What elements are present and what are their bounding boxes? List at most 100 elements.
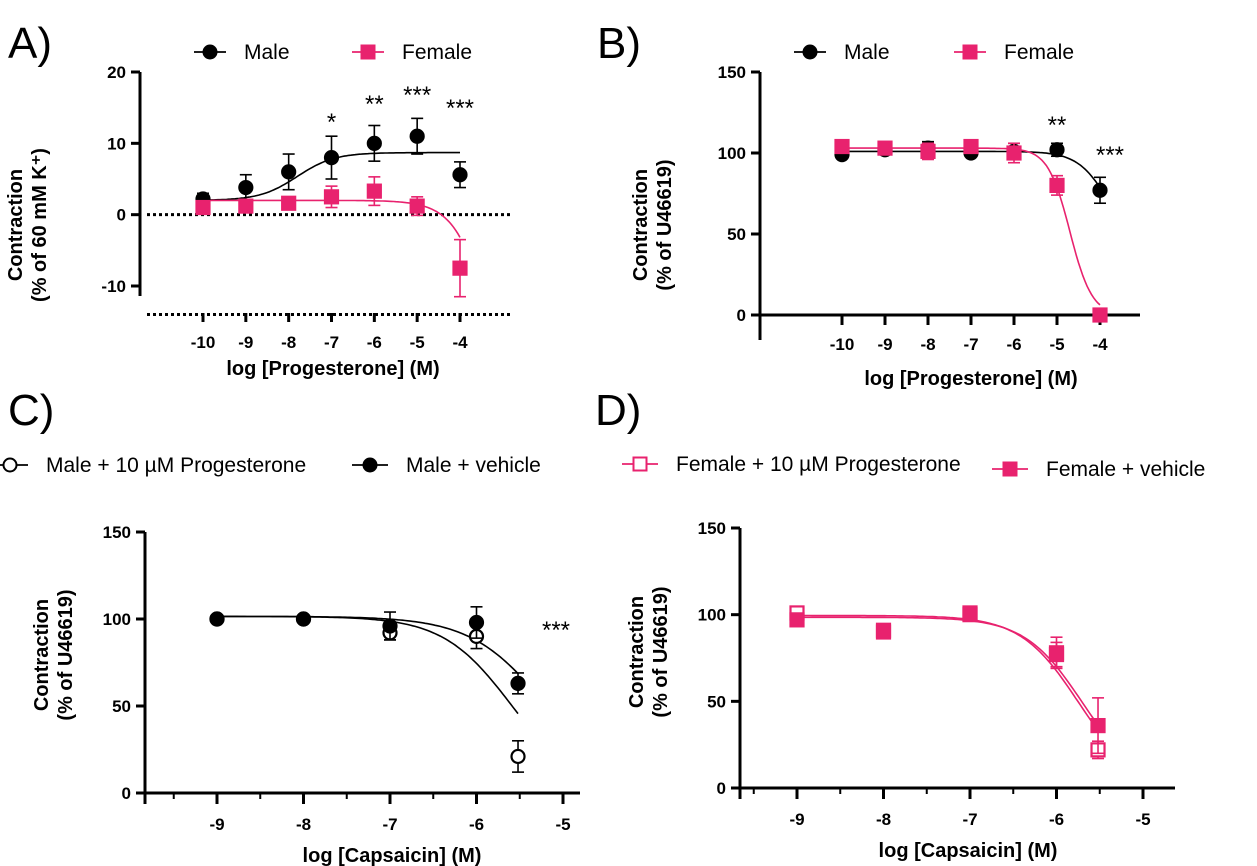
- data-point: [1049, 177, 1065, 193]
- significance-label: ***: [542, 617, 570, 644]
- panel-letter: C): [8, 386, 54, 435]
- legend-label: Female + vehicle: [1046, 458, 1205, 481]
- y-tick-label: 0: [737, 306, 746, 325]
- y-tick-label: 100: [698, 606, 726, 625]
- x-axis: -9 -8 -7 -6 -5: [738, 786, 1175, 829]
- y-tick-label: 10: [107, 134, 126, 153]
- y-tick-label: 100: [718, 144, 746, 163]
- x-tick-label: -4: [1092, 335, 1108, 354]
- x-tick-label: -4: [452, 333, 468, 352]
- legend-item: Female + 10 µM Progesterone: [622, 453, 961, 476]
- panel-b: B) 0 50 100 150 -10 -9 -8 -7 -6 -5 -4 log [Progester…: [597, 19, 1140, 390]
- legend-label: Female: [1004, 41, 1074, 64]
- data-point: [281, 195, 297, 211]
- x-axis: -10 -9 -8 -7 -6 -5 -4: [147, 213, 510, 352]
- x-tick-label: -9: [209, 815, 224, 834]
- data-point: [323, 150, 340, 166]
- data-point: [382, 618, 398, 634]
- x-tick-label: -8: [281, 333, 296, 352]
- x-tick-label: -6: [1049, 810, 1064, 829]
- y-tick-label: 50: [112, 697, 131, 716]
- x-tick-label: -10: [830, 335, 855, 354]
- legend-item: Male + 10 µM Progesterone: [0, 454, 306, 477]
- series-1: [209, 606, 526, 695]
- legend-label: Female: [402, 41, 472, 64]
- data-point: [452, 167, 468, 183]
- x-tick-label: -5: [1135, 810, 1150, 829]
- panel-c: C) 0 50 100 150 -9 -8 -7 -6 -5 log [Capsaicin] (M)…: [0, 386, 580, 866]
- data-point: [1092, 182, 1108, 198]
- legend-item: Male + vehicle: [352, 454, 541, 477]
- data-point: [366, 135, 382, 151]
- y-tick-label: 0: [717, 779, 726, 798]
- y-axis-title-line1: Contraction: [5, 169, 27, 281]
- y-axis: -10 0 10 20: [101, 63, 142, 296]
- panel-letter: B): [597, 19, 641, 68]
- y-axis: 0 50 100 150: [103, 523, 147, 803]
- legend-marker: [2, 457, 18, 473]
- x-tick-label: -8: [876, 810, 891, 829]
- y-axis-title-line2: (% of U46619): [55, 589, 77, 720]
- series-1: [789, 607, 1106, 755]
- y-tick-label: 150: [103, 523, 131, 542]
- panel-letter: D): [595, 386, 641, 435]
- data-point: [366, 183, 382, 199]
- data-point: [834, 138, 850, 155]
- y-tick-label: 20: [107, 63, 126, 82]
- y-tick-label: 0: [122, 784, 131, 803]
- x-tick-label: -7: [324, 333, 339, 352]
- y-axis-title-line1: Contraction: [630, 169, 652, 281]
- legend-label: Male: [844, 41, 890, 64]
- legend-label: Male + 10 µM Progesterone: [46, 454, 306, 477]
- series-0: [195, 117, 468, 207]
- y-axis-title-line1: Contraction: [31, 599, 53, 711]
- data-point: [1049, 142, 1065, 158]
- data-point: [281, 164, 297, 180]
- series-1: [834, 138, 1108, 323]
- x-axis-title: log [Progesterone] (M): [864, 368, 1077, 390]
- legend-item: Female: [954, 41, 1074, 64]
- y-tick-label: 150: [718, 63, 746, 82]
- legend-marker: [1002, 461, 1018, 477]
- data-point: [1048, 645, 1065, 661]
- data-point: [409, 128, 425, 144]
- panel-letter: A): [8, 19, 52, 68]
- x-tick-label: -8: [296, 815, 311, 834]
- y-axis-title: Contraction (% of 60 mM K⁺): [5, 148, 51, 302]
- data-point: [409, 198, 425, 214]
- x-tick-label: -5: [410, 333, 425, 352]
- data-point: [323, 189, 340, 205]
- legend-marker: [202, 44, 218, 60]
- x-tick-label: -7: [382, 815, 397, 834]
- data-point: [789, 612, 805, 628]
- x-tick-label: -7: [962, 810, 977, 829]
- legend-label: Female + 10 µM Progesterone: [676, 453, 961, 476]
- data-point: [295, 611, 312, 627]
- data-point: [1092, 307, 1108, 323]
- y-tick-label: 50: [707, 692, 726, 711]
- data-point: [962, 607, 978, 623]
- x-axis-title: log [Progesterone] (M): [226, 358, 439, 380]
- x-tick-label: -5: [1049, 335, 1064, 354]
- data-point: [875, 624, 892, 640]
- y-axis-title-line2: (% of U46619): [650, 586, 672, 717]
- legend-item: Male: [194, 41, 290, 64]
- significance-label: **: [365, 91, 384, 118]
- x-axis-title: log [Capsaicin] (M): [879, 840, 1058, 862]
- legend-marker: [962, 44, 978, 60]
- legend-item: Female: [352, 41, 472, 64]
- data-point: [238, 198, 254, 214]
- series-0: [209, 611, 526, 773]
- fit-curve-1: [797, 616, 1099, 726]
- y-axis-title-line2: (% of U46619): [654, 159, 676, 290]
- y-axis-title: Contraction (% of U46619): [31, 589, 77, 720]
- y-axis-title-line1: Contraction: [626, 596, 648, 708]
- data-point: [510, 675, 526, 691]
- significance-label: ***: [1096, 142, 1124, 169]
- data-point: [238, 179, 254, 196]
- y-axis-title-line2: (% of 60 mM K⁺): [29, 148, 51, 302]
- legend-item: Male: [794, 41, 890, 64]
- x-tick-label: -8: [920, 335, 935, 354]
- legend-label: Male + vehicle: [406, 454, 541, 477]
